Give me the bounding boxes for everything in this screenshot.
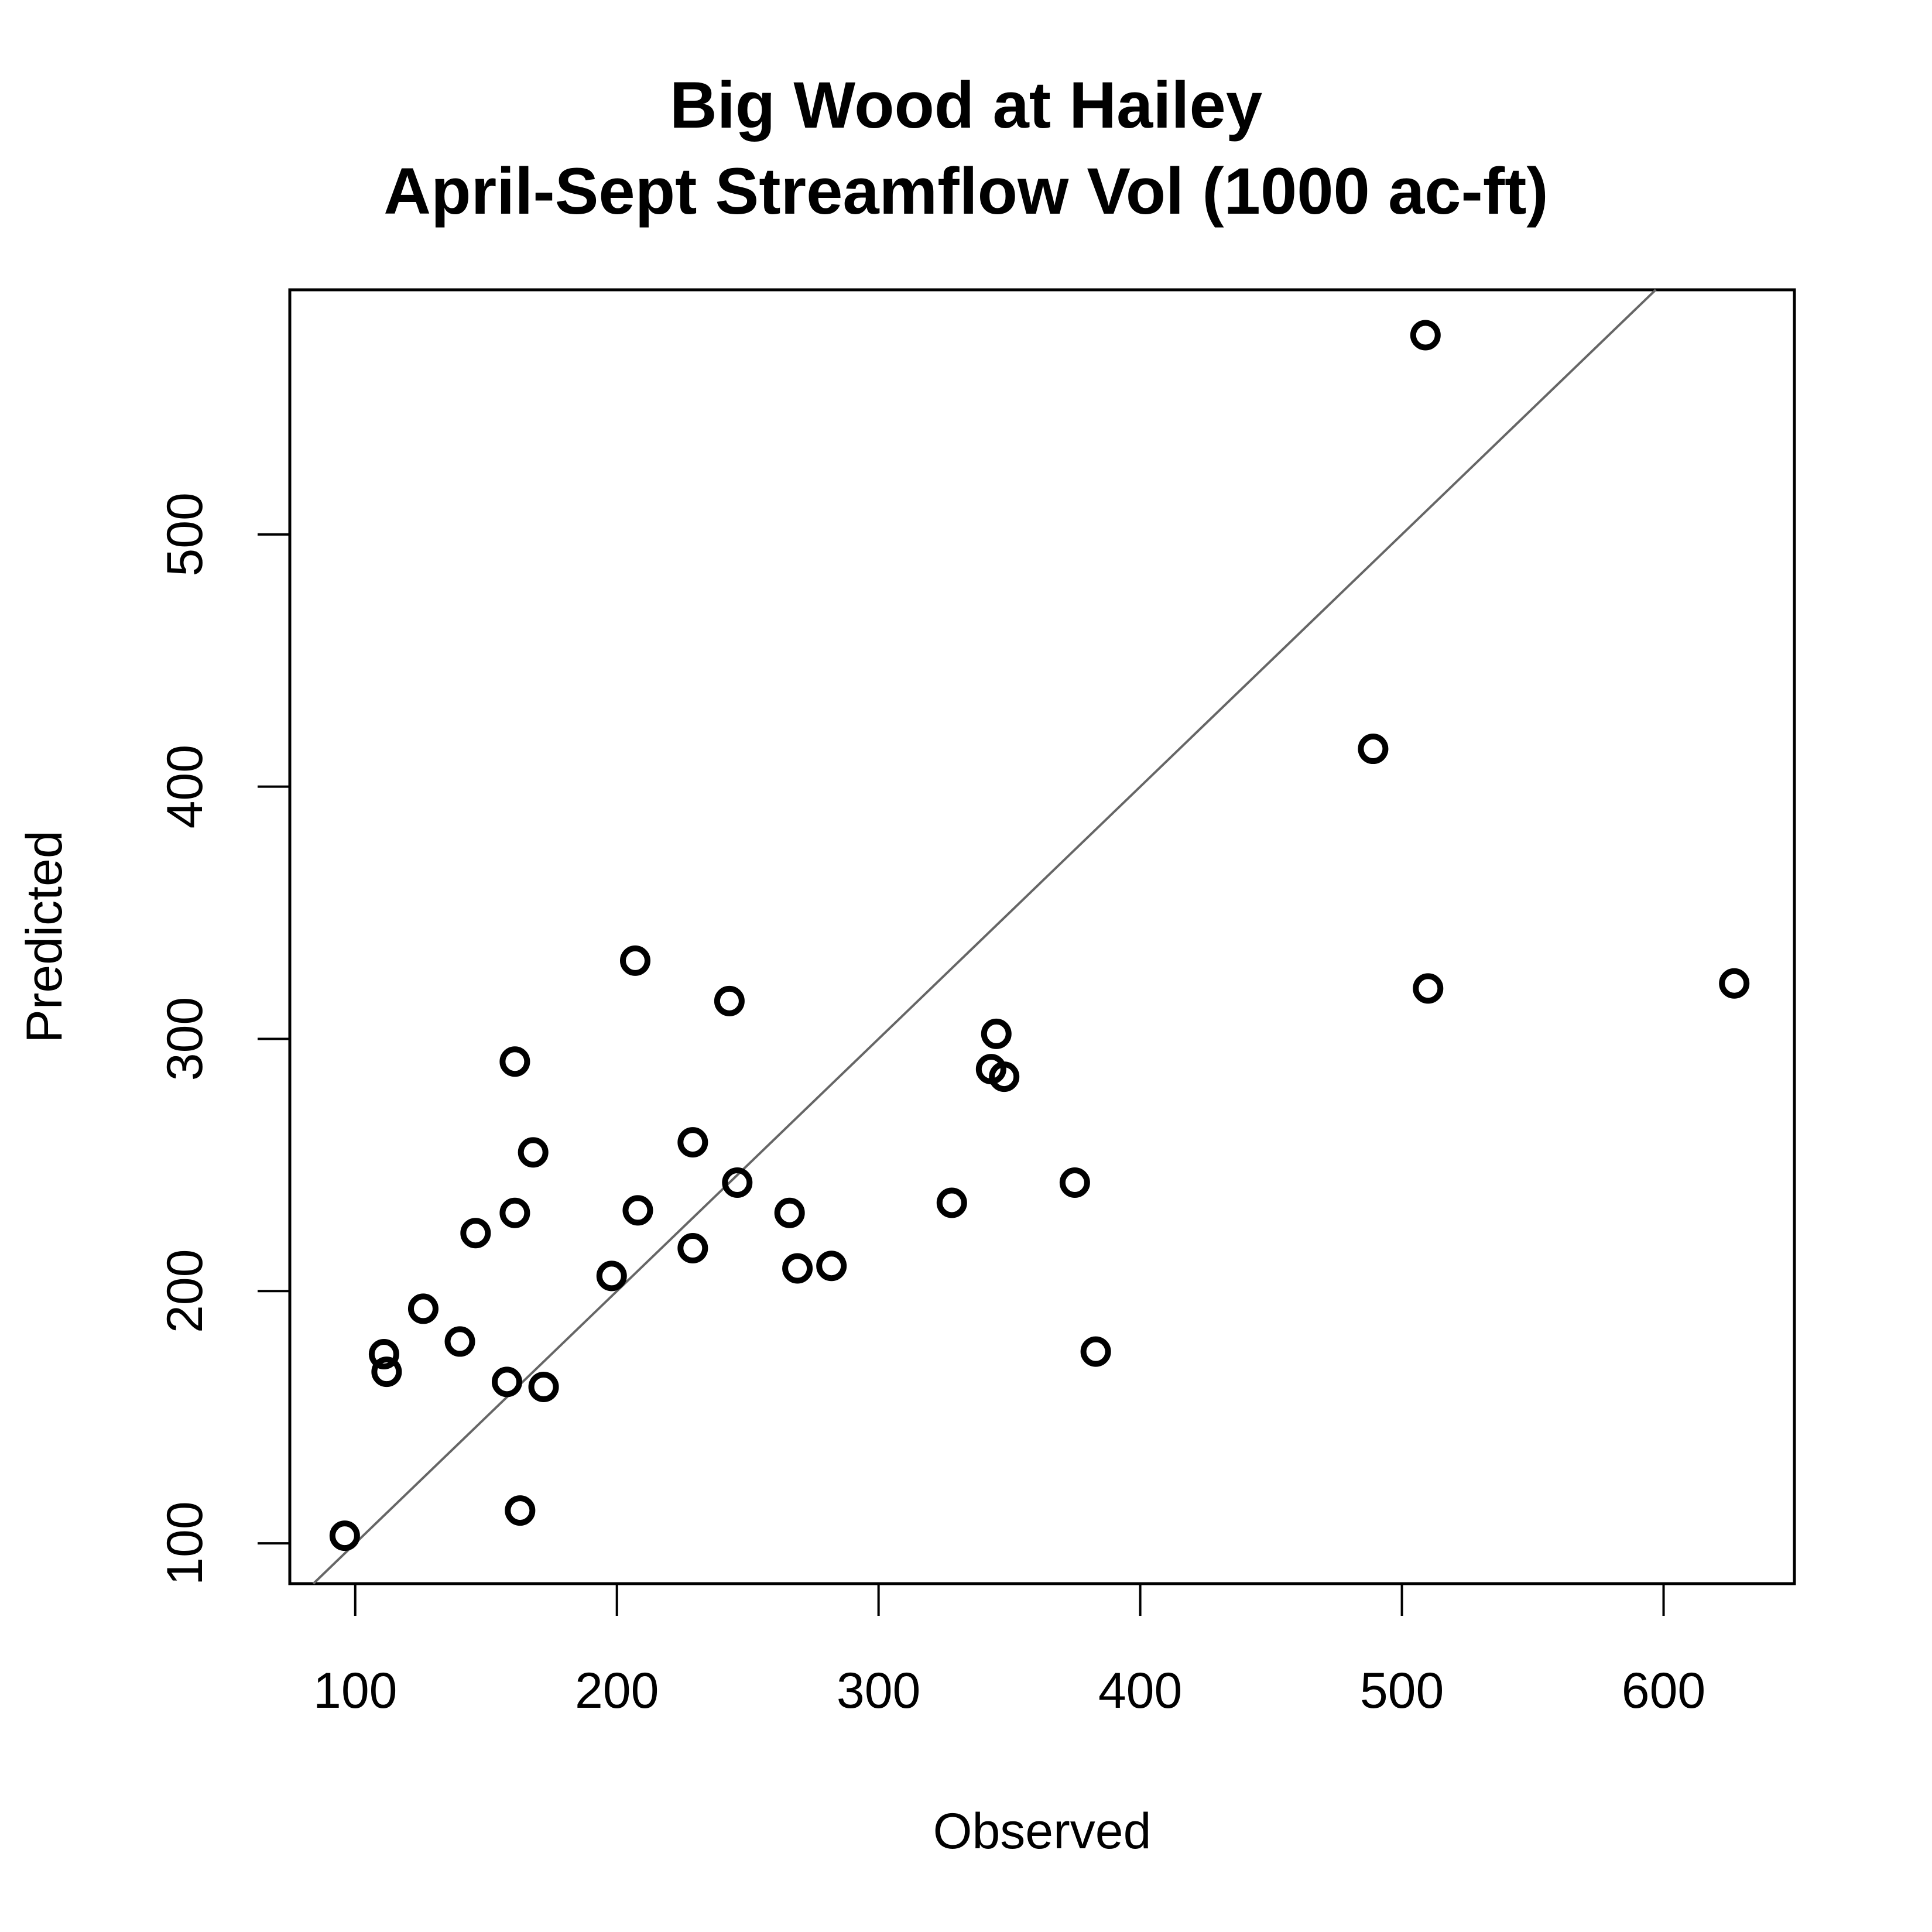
- y-axis-title: Predicted: [16, 830, 73, 1043]
- data-point: [722, 1167, 753, 1198]
- data-point: [499, 1197, 530, 1228]
- y-tick-label: 400: [157, 745, 213, 829]
- x-tick-label: 300: [837, 1663, 921, 1719]
- x-axis-title: Observed: [933, 1803, 1152, 1859]
- y-tick-label: 300: [157, 997, 213, 1081]
- y-axis: 100 200 300 400 500: [157, 492, 291, 1585]
- data-point: [518, 1137, 549, 1168]
- data-point: [677, 1127, 708, 1158]
- y-tick-label: 500: [157, 492, 213, 577]
- data-point: [622, 1195, 653, 1226]
- data-point: [989, 1061, 1020, 1092]
- data-point: [714, 985, 745, 1016]
- data-point: [677, 1233, 708, 1264]
- chart-title: Big Wood at Hailey: [670, 68, 1262, 142]
- data-point: [407, 1293, 439, 1324]
- x-tick-label: 600: [1622, 1663, 1706, 1719]
- data-point: [1410, 320, 1441, 351]
- chart-subtitle: April-Sept Streamflow Vol (1000 ac-ft): [383, 155, 1548, 228]
- x-axis: 100 200 300 400 500 600: [313, 1582, 1706, 1719]
- data-point: [371, 1356, 402, 1388]
- data-point: [774, 1197, 805, 1228]
- data-point: [505, 1495, 536, 1526]
- data-point: [460, 1218, 491, 1249]
- data-point: [596, 1260, 627, 1292]
- data-point: [1059, 1167, 1090, 1198]
- data-point: [444, 1326, 475, 1357]
- data-point: [782, 1253, 813, 1284]
- data-point: [528, 1371, 559, 1402]
- x-tick-label: 400: [1098, 1663, 1183, 1719]
- data-point: [1719, 968, 1750, 999]
- reference-line: [312, 289, 1657, 1585]
- data-points: [329, 320, 1750, 1551]
- data-point: [1358, 734, 1389, 765]
- x-tick-label: 100: [313, 1663, 398, 1719]
- x-tick-label: 500: [1360, 1663, 1444, 1719]
- data-point: [1413, 973, 1444, 1004]
- y-tick-label: 200: [157, 1249, 213, 1334]
- reference-line-layer: [312, 289, 1657, 1585]
- data-point: [936, 1187, 967, 1218]
- data-point: [981, 1018, 1012, 1049]
- data-point: [619, 945, 650, 976]
- x-tick-label: 200: [575, 1663, 659, 1719]
- y-tick-label: 100: [157, 1501, 213, 1585]
- data-point: [491, 1366, 522, 1397]
- data-point: [499, 1046, 530, 1077]
- data-point: [816, 1251, 847, 1282]
- data-point: [329, 1520, 360, 1551]
- data-point: [368, 1338, 399, 1369]
- data-point: [1080, 1336, 1111, 1367]
